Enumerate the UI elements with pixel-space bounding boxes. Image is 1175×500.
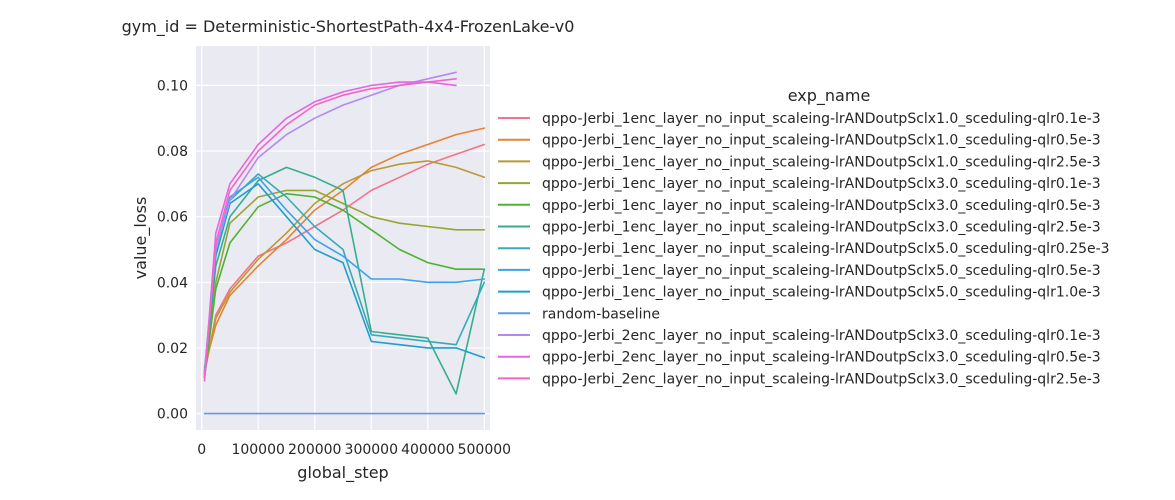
legend-entry: qppo-Jerbi_1enc_layer_no_input_scaleing-…	[542, 285, 1101, 301]
y-tick-label: 0.04	[157, 275, 188, 291]
x-tick-label: 0	[197, 442, 206, 458]
legend-entry: qppo-Jerbi_1enc_layer_no_input_scaleing-…	[542, 198, 1101, 214]
x-axis-label: global_step	[297, 463, 388, 483]
series-line	[203, 189, 486, 376]
legend-entry: random-baseline	[542, 306, 660, 322]
series-line	[203, 127, 486, 369]
legend-entry: qppo-Jerbi_1enc_layer_no_input_scaleing-…	[542, 176, 1101, 192]
x-tick-label: 500000	[458, 442, 511, 458]
legend-entry: qppo-Jerbi_2enc_layer_no_input_scaleing-…	[542, 350, 1101, 366]
y-tick-label: 0.10	[157, 78, 188, 94]
axis-ticks: 0 100000 200000 300000 400000 500000 0.00 0.02 0…	[157, 78, 511, 458]
series-line	[203, 71, 457, 376]
x-tick-label: 200000	[288, 442, 341, 458]
series-line	[203, 160, 486, 372]
series-line	[203, 183, 486, 379]
legend-entry: qppo-Jerbi_1enc_layer_no_input_scaleing-…	[542, 111, 1101, 127]
x-tick-label: 300000	[345, 442, 398, 458]
y-tick-label: 0.00	[157, 407, 188, 423]
series-lines	[203, 71, 486, 415]
series-line	[203, 81, 457, 379]
y-axis-label: value_loss	[131, 197, 151, 280]
legend-entry: qppo-Jerbi_1enc_layer_no_input_scaleing-…	[542, 154, 1101, 170]
y-tick-label: 0.06	[157, 210, 188, 226]
legend: exp_name qppo-Jerbi_1enc_layer_no_input_…	[498, 86, 1110, 387]
plot-area	[196, 46, 490, 430]
legend-entry: qppo-Jerbi_1enc_layer_no_input_scaleing-…	[542, 263, 1101, 279]
legend-entry: qppo-Jerbi_2enc_layer_no_input_scaleing-…	[542, 328, 1101, 344]
series-line	[203, 78, 457, 382]
x-tick-label: 100000	[231, 442, 284, 458]
y-tick-label: 0.08	[157, 144, 188, 160]
chart-title: gym_id = Deterministic-ShortestPath-4x4-…	[122, 17, 575, 37]
grid-lines	[196, 46, 490, 430]
legend-title: exp_name	[788, 86, 871, 106]
legend-entry: qppo-Jerbi_1enc_layer_no_input_scaleing-…	[542, 133, 1101, 149]
legend-entry: qppo-Jerbi_1enc_layer_no_input_scaleing-…	[542, 241, 1110, 257]
x-tick-label: 400000	[401, 442, 454, 458]
y-tick-label: 0.02	[157, 341, 188, 357]
series-line	[203, 192, 486, 379]
legend-entry: qppo-Jerbi_2enc_layer_no_input_scaleing-…	[542, 371, 1101, 387]
legend-entry: qppo-Jerbi_1enc_layer_no_input_scaleing-…	[542, 220, 1101, 236]
